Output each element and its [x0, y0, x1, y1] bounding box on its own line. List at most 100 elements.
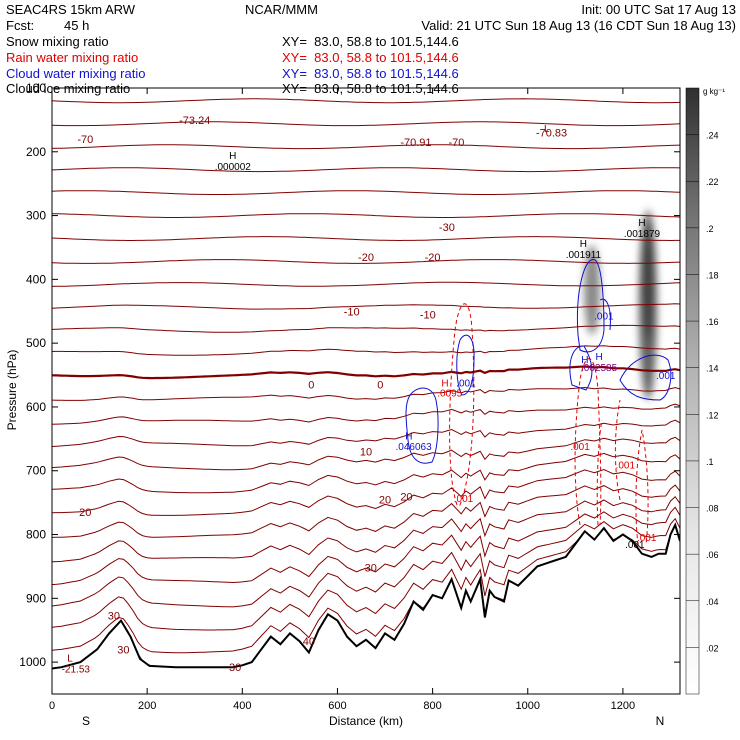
- isotherm: [52, 484, 680, 538]
- cloud-water-contour: [456, 334, 475, 396]
- isotherm: [52, 121, 680, 127]
- contour-label: -30: [439, 222, 455, 234]
- colorbar-tick-label: .08: [706, 504, 719, 514]
- contour-label: 0: [377, 380, 383, 392]
- x-axis-south-label: S: [82, 714, 90, 728]
- contour-label: 30: [229, 662, 241, 674]
- x-tick-label: 1000: [516, 700, 540, 712]
- colorbar-ramp: [685, 87, 700, 695]
- contour-label: -10: [344, 306, 360, 318]
- terrain-line: [52, 522, 680, 670]
- extremum-label: .001: [625, 540, 645, 551]
- colorbar-tick-label: .16: [706, 317, 719, 327]
- extremum-label: .0095: [437, 388, 462, 399]
- contour-label: 40: [303, 636, 315, 648]
- rain-water-contours: [449, 303, 649, 546]
- cloud-water-contour: [619, 354, 672, 401]
- contour-label: 20: [379, 494, 391, 506]
- extremum-label: .001: [616, 460, 636, 471]
- y-tick-label: 600: [26, 400, 46, 414]
- isotherm: [52, 403, 680, 425]
- extremum-label: .001: [656, 371, 676, 382]
- snow-core-north-inner: [642, 220, 654, 340]
- cloud-water-contour: [405, 387, 439, 464]
- colorbar-tick-label: .02: [706, 643, 719, 653]
- x-tick-label: 200: [138, 700, 156, 712]
- y-axis-label: Pressure (hPa): [5, 350, 19, 431]
- isotherm: [52, 190, 680, 195]
- isotherm-zero: [52, 365, 680, 380]
- fcst-value: 45 h: [64, 18, 90, 33]
- isotherm: [52, 468, 680, 516]
- contour-label: -70: [448, 137, 464, 149]
- extremum-label: .046063: [395, 442, 432, 453]
- extremum-label: .001911: [566, 250, 602, 261]
- extremum-label: H: [596, 352, 603, 363]
- x-tick-label: 600: [328, 700, 346, 712]
- extremum-label: -21.53: [62, 664, 91, 675]
- y-tick-label: 100: [26, 81, 46, 95]
- isotherm: [52, 452, 680, 494]
- x-axis-label: Distance (km): [329, 714, 403, 728]
- extremum-label: .001: [456, 379, 476, 390]
- extremum-label: .001: [637, 533, 657, 544]
- isotherm: [52, 167, 680, 173]
- extremum-label: .002585: [581, 363, 618, 374]
- x-tick-label: 400: [233, 700, 251, 712]
- extremum-label: .001: [454, 494, 474, 505]
- contour-label: -20: [425, 252, 441, 264]
- snow-core-south: [584, 245, 600, 335]
- extremum-label: .000002: [215, 162, 252, 173]
- cloud-water-contours: [405, 259, 672, 464]
- extremum-label: H: [638, 218, 645, 229]
- isotherm: [52, 419, 680, 447]
- temperature-contours: [52, 98, 680, 669]
- contour-label: -73.24: [179, 115, 210, 127]
- isotherm: [52, 324, 680, 333]
- y-tick-label: 700: [26, 464, 46, 478]
- rain-contour: [635, 429, 649, 546]
- cloud-water-contour: [599, 298, 611, 331]
- field-label-cloud-water: Cloud water mixing ratio: [6, 66, 146, 81]
- extremum-label: H: [405, 432, 412, 443]
- colorbar: g kg⁻¹ .02 .04 .06 .08 .1 .12 .14 .16 .18 .2 .22 .2…: [685, 87, 725, 695]
- init-time: Init: 00 UTC Sat 17 Aug 13: [581, 2, 736, 17]
- model-title: SEAC4RS 15km ARW: [6, 2, 136, 17]
- isotherm: [52, 236, 680, 242]
- cloud-water-contour: [576, 259, 605, 353]
- field-xy-cloud-water: XY= 83.0, 58.8 to 101.5,144.6: [282, 66, 459, 81]
- x-tick-label: 0: [49, 700, 55, 712]
- contour-label: 0: [308, 380, 314, 392]
- extremum-label: H: [581, 355, 588, 366]
- isotherm: [52, 144, 680, 150]
- y-tick-label: 800: [26, 528, 46, 542]
- colorbar-tick-label: .24: [706, 131, 719, 141]
- extremum-label: L: [544, 124, 550, 135]
- isotherm: [52, 436, 680, 471]
- field-xy-snow: XY= 83.0, 58.8 to 101.5,144.6: [282, 34, 459, 49]
- contour-label: 20: [400, 491, 412, 503]
- plot-frame: [51, 87, 681, 695]
- isotherm: [52, 303, 680, 310]
- colorbar-tick-label: .12: [706, 410, 719, 420]
- contour-label: 30: [365, 563, 377, 575]
- cloud-water-contour: [569, 345, 593, 391]
- colorbar-tick-label: .04: [706, 597, 719, 607]
- rain-contour: [449, 303, 475, 506]
- isotherm: [52, 281, 680, 287]
- colorbar-tick-label: .18: [706, 270, 719, 280]
- isotherm: [52, 213, 680, 218]
- field-xy-rain: XY= 83.0, 58.8 to 101.5,144.6: [282, 50, 459, 65]
- rain-contour: [574, 358, 602, 526]
- y-tick-label: 900: [26, 591, 46, 605]
- contour-label: 30: [117, 644, 129, 656]
- field-label-rain: Rain water mixing ratio: [6, 50, 139, 65]
- colorbar-tick-label: .2: [706, 224, 714, 234]
- x-axis-north-label: N: [656, 714, 665, 728]
- center-label: NCAR/MMM: [245, 2, 318, 17]
- x-tick-label: 800: [423, 700, 441, 712]
- contour-label: -10: [420, 309, 436, 321]
